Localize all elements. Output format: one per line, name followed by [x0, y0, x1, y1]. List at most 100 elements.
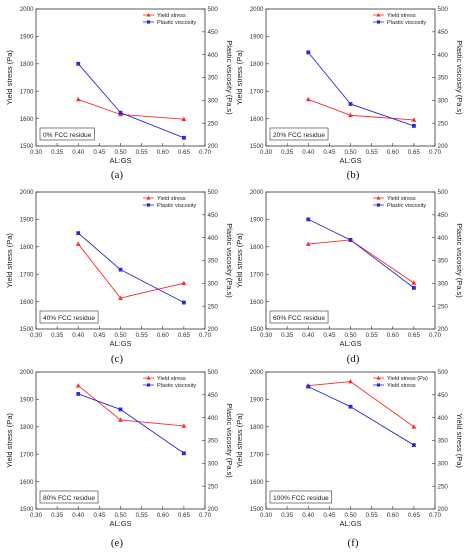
x-tick-label: 0.50	[344, 149, 357, 156]
legend-marker-square	[146, 20, 151, 24]
x-tick-label: 0.55	[366, 512, 379, 519]
x-tick-label: 0.70	[429, 149, 442, 156]
x-tick-label: 0.35	[51, 512, 64, 519]
panel-caption: (c)	[111, 353, 124, 365]
y2-tick-label: 200	[208, 506, 219, 513]
y-tick-label: 1800	[250, 424, 264, 431]
y2-tick-label: 400	[208, 52, 219, 59]
y2-tick-label: 250	[438, 120, 449, 127]
data-point-square	[181, 135, 186, 140]
y-axis-title: Yield stress (Pa)	[5, 233, 14, 288]
x-tick-label: 0.70	[199, 149, 212, 156]
data-point-square	[411, 124, 416, 128]
y2-tick-label: 450	[208, 212, 219, 219]
x-tick-label: 0.65	[408, 149, 421, 156]
legend-marker-square	[376, 203, 381, 207]
y-tick-label: 1500	[250, 326, 264, 333]
x-tick-label: 0.30	[260, 149, 273, 156]
data-point-square	[411, 443, 416, 447]
series-line-1	[77, 243, 184, 299]
y-tick-label: 1600	[250, 116, 264, 123]
x-axis-title: AL:GS	[339, 519, 361, 528]
panel-caption: (a)	[111, 169, 124, 181]
x-axis-title: AL:GS	[109, 519, 131, 528]
y2-tick-label: 350	[208, 258, 219, 265]
plot-frame	[35, 191, 206, 330]
legend-label: Yield stress	[157, 13, 186, 19]
legend-marker-triangle	[146, 195, 151, 200]
legend-label: Plastic viscosity	[387, 203, 426, 209]
x-tick-label: 0.55	[136, 149, 149, 156]
data-point-triangle	[305, 96, 311, 102]
y2-tick-label: 250	[208, 303, 219, 310]
y2-tick-label: 250	[438, 303, 449, 310]
y2-tick-label: 400	[208, 235, 219, 242]
y-tick-label: 1600	[20, 116, 34, 123]
plot-frame	[265, 8, 436, 147]
panel-annotation: 40% FCC residue	[43, 315, 95, 322]
x-tick-label: 0.40	[72, 512, 85, 519]
x-tick-label: 0.45	[323, 332, 336, 339]
series-line-1	[308, 239, 415, 284]
y-tick-label: 2000	[250, 189, 264, 196]
y2-tick-label: 350	[208, 438, 219, 445]
x-tick-label: 0.65	[408, 512, 421, 519]
legend-marker-square	[376, 383, 381, 387]
y2-tick-label: 300	[208, 98, 219, 105]
y2-tick-label: 300	[438, 281, 449, 288]
x-tick-label: 0.65	[178, 332, 191, 339]
x-tick-label: 0.35	[51, 332, 64, 339]
legend-marker-triangle	[146, 375, 151, 380]
y-tick-label: 1500	[20, 506, 34, 513]
y-tick-label: 2000	[20, 369, 34, 376]
y-tick-label: 1700	[250, 271, 264, 278]
x-tick-label: 0.35	[281, 332, 294, 339]
y-tick-label: 1800	[20, 61, 34, 68]
y2-tick-label: 250	[438, 483, 449, 490]
x-tick-label: 0.40	[302, 512, 315, 519]
data-point-triangle	[181, 280, 187, 286]
legend-label: Plastic viscosity	[157, 20, 196, 26]
series-line-2	[308, 218, 415, 289]
data-point-triangle	[348, 378, 353, 384]
data-point-square	[306, 217, 311, 222]
series-line-2	[78, 393, 185, 454]
series-line-1	[77, 385, 184, 427]
x-tick-label: 0.50	[114, 149, 127, 156]
y-tick-label: 1800	[20, 424, 34, 431]
y-tick-label: 1600	[20, 479, 34, 486]
y-tick-label: 1600	[20, 299, 34, 306]
y2-tick-label: 450	[438, 392, 449, 399]
x-tick-label: 0.50	[114, 332, 127, 339]
y-tick-label: 1800	[20, 244, 34, 251]
annotation-box	[269, 127, 329, 141]
y-tick-label: 1500	[250, 506, 264, 513]
legend-label: Yield stress	[157, 376, 186, 382]
y2-tick-label: 200	[208, 143, 219, 150]
x-tick-label: 0.65	[178, 512, 191, 519]
y-tick-label: 2000	[250, 369, 264, 376]
y2-tick-label: 350	[438, 258, 449, 265]
x-axis-title: AL:GS	[109, 156, 131, 165]
panel-caption: (e)	[111, 537, 124, 549]
x-tick-label: 0.35	[51, 149, 64, 156]
x-tick-label: 0.60	[387, 149, 400, 156]
panel-caption: (b)	[347, 169, 360, 181]
y2-tick-label: 400	[438, 415, 449, 422]
data-point-triangle	[411, 280, 417, 285]
y-tick-label: 1600	[250, 299, 264, 306]
data-point-square	[348, 102, 353, 106]
panel-annotation: 20% FCC residue	[273, 132, 325, 139]
y2-tick-label: 350	[438, 438, 449, 445]
legend-label: Plastic viscosity	[387, 20, 426, 26]
y2-tick-label: 500	[438, 189, 449, 196]
legend-label: Yield stress	[387, 13, 416, 19]
y2-tick-label: 300	[438, 461, 449, 468]
y2-tick-label: 500	[438, 369, 449, 376]
legend-label: Plastic viscosity	[157, 203, 196, 209]
x-tick-label: 0.45	[323, 512, 336, 519]
panel-annotation: 80% FCC residue	[43, 495, 95, 502]
chart-panel-1: 0.30 0.35 0.40 0.45 0.50 0.55 0.60 0.65 0.70 1500…	[5, 6, 234, 181]
annotation-box	[39, 310, 99, 324]
